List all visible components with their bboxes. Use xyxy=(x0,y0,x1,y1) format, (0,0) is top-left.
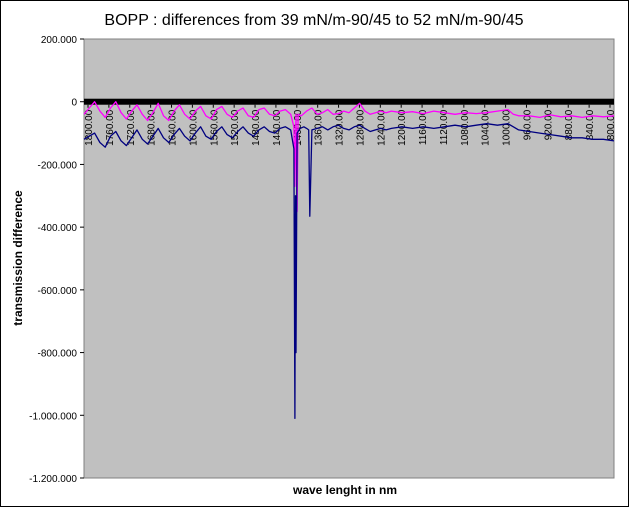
x-tick-label: 1280.00 xyxy=(355,109,366,146)
chart-title: BOPP : differences from 39 mN/m-90/45 to… xyxy=(104,12,523,29)
y-axis: 200.000 0 -200.000 -400.000 -600.000 -800.000… xyxy=(29,35,84,485)
x-tick-label: 1760.00 xyxy=(105,109,116,146)
x-tick-label: 1560.00 xyxy=(209,109,220,146)
x-tick-label: 1480.00 xyxy=(251,109,262,146)
x-tick-label: 920.00 xyxy=(543,109,554,140)
x-tick-label: 1600.00 xyxy=(188,109,199,146)
y-tick-label: -600.000 xyxy=(38,286,78,297)
x-tick-label: 1720.00 xyxy=(126,109,137,146)
x-tick-label: 1240.00 xyxy=(376,109,387,146)
x-tick-label: 960.00 xyxy=(522,109,533,140)
x-tick-label: 1680.00 xyxy=(147,109,158,146)
x-axis-title: wave lenght in nm xyxy=(292,483,397,497)
x-tick-label: 1520.00 xyxy=(230,109,241,146)
x-tick-label: 840.00 xyxy=(585,109,596,140)
x-tick-label: 1080.00 xyxy=(460,109,471,146)
y-tick-label: -1.200.000 xyxy=(29,474,77,485)
series-line-1 xyxy=(83,101,615,213)
series-layer xyxy=(83,101,615,420)
y-tick-label: -400.000 xyxy=(38,223,78,234)
x-tick-label: 1800.00 xyxy=(84,109,95,146)
y-axis-title: transmission difference xyxy=(11,190,25,326)
y-tick-label: 0 xyxy=(71,98,77,109)
y-tick-label: -1.000.000 xyxy=(29,411,77,422)
y-tick-label: -800.000 xyxy=(38,349,78,360)
x-tick-label: 1040.00 xyxy=(481,109,492,146)
x-tick-label: 800.00 xyxy=(606,109,617,140)
x-tick-label: 1200.00 xyxy=(397,109,408,146)
x-tick-label: 1440.00 xyxy=(272,109,283,146)
x-axis-line xyxy=(84,98,614,105)
series-line-2 xyxy=(83,123,615,420)
plot-area xyxy=(83,38,615,479)
y-tick-label: 200.000 xyxy=(41,35,78,46)
y-tick-label: -200.000 xyxy=(38,160,78,171)
x-tick-label: 880.00 xyxy=(564,109,575,140)
x-tick-label: 1640.00 xyxy=(168,109,179,146)
x-tick-label: 1000.00 xyxy=(502,109,513,146)
x-tick-label: 1320.00 xyxy=(335,109,346,146)
